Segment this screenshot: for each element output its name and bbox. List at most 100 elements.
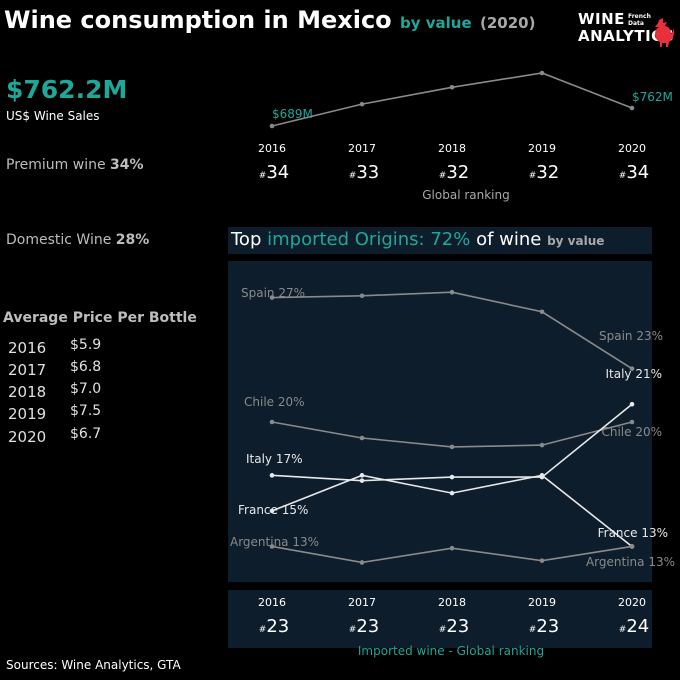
series-point-chile <box>269 419 275 425</box>
sales-rank-value: #33 <box>349 162 379 183</box>
sales-rank-value: #34 <box>619 162 649 183</box>
series-point-argentina <box>449 545 455 551</box>
series-line-france <box>271 474 633 548</box>
series-point-chile <box>539 442 545 448</box>
series-point-italy <box>359 478 365 483</box>
premium-wine-stat: Premium wine 34% <box>6 157 144 173</box>
panel-title-highlight: imported Origins: 72% <box>267 229 471 250</box>
imported-rank-value: #23 <box>259 616 289 637</box>
imported-rank-value: #23 <box>529 616 559 637</box>
imported-rank-value: #23 <box>439 616 469 637</box>
series-point-chile <box>359 435 365 441</box>
price-row: 2018 $7.0 <box>8 381 118 401</box>
series-point-spain <box>359 293 365 299</box>
series-line-italy <box>271 403 633 482</box>
price-value: $6.7 <box>70 426 102 442</box>
logo-tag-1: French <box>628 13 651 20</box>
price-value: $5.9 <box>70 337 102 353</box>
series-line-spain <box>271 291 633 370</box>
series-point-argentina <box>539 558 545 563</box>
series-first-label-argentina: Argentina 13% <box>230 535 319 549</box>
sales-year-tick: 2019 <box>528 142 556 155</box>
price-row: 2016 $5.9 <box>8 337 118 357</box>
sales-ranking-caption: Global ranking <box>422 188 510 202</box>
logo-line2: ANALYTICS <box>578 27 675 45</box>
series-last-label-chile: Chile 20% <box>601 425 662 439</box>
rooster-icon <box>655 18 675 47</box>
series-point-france <box>539 473 545 478</box>
logo-tag-2: Data <box>628 20 644 27</box>
series-last-label-france: France 13% <box>598 526 668 540</box>
series-first-label-chile: Chile 20% <box>244 395 305 409</box>
price-value: $7.0 <box>70 381 102 397</box>
title-main: Wine consumption in Mexico <box>4 6 392 34</box>
sales-last-label: $762M <box>632 90 673 104</box>
series-point-france <box>359 473 365 478</box>
panel-title-suffix: of wine <box>476 229 542 250</box>
sales-first-label: $689M <box>272 107 313 121</box>
imported-year-tick: 2018 <box>438 596 466 609</box>
imported-rank-value: #23 <box>349 616 379 637</box>
sales-point <box>449 85 455 90</box>
price-row: 2020 $6.7 <box>8 426 118 446</box>
sales-point <box>629 105 635 111</box>
price-year: 2016 <box>8 339 47 357</box>
domestic-label: Domestic Wine <box>6 232 112 248</box>
panel-title-byvalue: by value <box>547 234 605 248</box>
price-row: 2017 $6.8 <box>8 359 118 379</box>
series-point-italy <box>629 401 635 407</box>
series-point-italy <box>269 473 275 478</box>
series-last-label-italy: Italy 21% <box>605 367 662 381</box>
price-value: $7.5 <box>70 403 102 419</box>
total-sales-label: US$ Wine Sales <box>6 109 100 123</box>
price-value: $6.8 <box>70 359 102 375</box>
imported-rank-value: #24 <box>619 616 649 637</box>
title-year: (2020) <box>480 14 536 32</box>
series-line-chile <box>271 421 633 448</box>
sales-year-tick: 2018 <box>438 142 466 155</box>
series-point-argentina <box>269 544 275 549</box>
price-per-bottle-title: Average Price Per Bottle <box>3 310 197 326</box>
price-year: 2018 <box>8 383 47 401</box>
series-point-argentina <box>629 544 635 549</box>
series-point-chile <box>449 444 455 450</box>
imported-year-tick: 2019 <box>528 596 556 609</box>
logo-tag: French Data <box>628 13 651 27</box>
series-point-france <box>449 490 455 496</box>
series-point-chile <box>629 419 635 425</box>
series-point-spain <box>449 289 455 295</box>
sales-year-tick: 2016 <box>258 142 286 155</box>
panel-title-prefix: Top <box>231 229 262 250</box>
imported-origins-title: Top imported Origins: 72% of wine by val… <box>228 227 652 254</box>
sales-point <box>359 101 365 107</box>
sources-note: Sources: Wine Analytics, GTA <box>6 658 181 672</box>
imported-origins-panel <box>228 261 652 582</box>
sales-rank-value: #32 <box>439 162 469 183</box>
sales-point <box>269 123 275 129</box>
series-point-spain <box>539 309 545 315</box>
series-first-label-france: France 15% <box>238 503 308 517</box>
total-sales-value: $762.2M <box>6 75 128 104</box>
imported-year-tick: 2016 <box>258 596 286 609</box>
title-subtitle: by value <box>400 14 472 32</box>
price-row: 2019 $7.5 <box>8 403 118 423</box>
series-last-label-argentina: Argentina 13% <box>586 555 675 569</box>
series-point-spain <box>269 295 275 300</box>
series-first-label-spain: Spain 27% <box>241 286 305 300</box>
price-year: 2019 <box>8 405 47 423</box>
sales-rank-value: #34 <box>259 162 289 183</box>
domestic-wine-stat: Domestic Wine 28% <box>6 232 149 248</box>
price-year: 2017 <box>8 361 47 379</box>
page-title: Wine consumption in Mexico by value (202… <box>4 6 535 34</box>
sales-year-tick: 2020 <box>618 142 646 155</box>
imported-ranking-caption: Imported wine - Global ranking <box>358 644 544 658</box>
series-last-label-spain: Spain 23% <box>599 329 663 343</box>
series-first-label-italy: Italy 17% <box>246 452 303 466</box>
premium-value: 34% <box>110 157 144 173</box>
sales-point <box>539 70 545 76</box>
series-point-france <box>269 508 275 514</box>
series-point-italy <box>449 474 455 480</box>
price-year: 2020 <box>8 428 47 446</box>
wine-analytics-logo: WINE French Data ANALYTICS <box>578 12 676 48</box>
